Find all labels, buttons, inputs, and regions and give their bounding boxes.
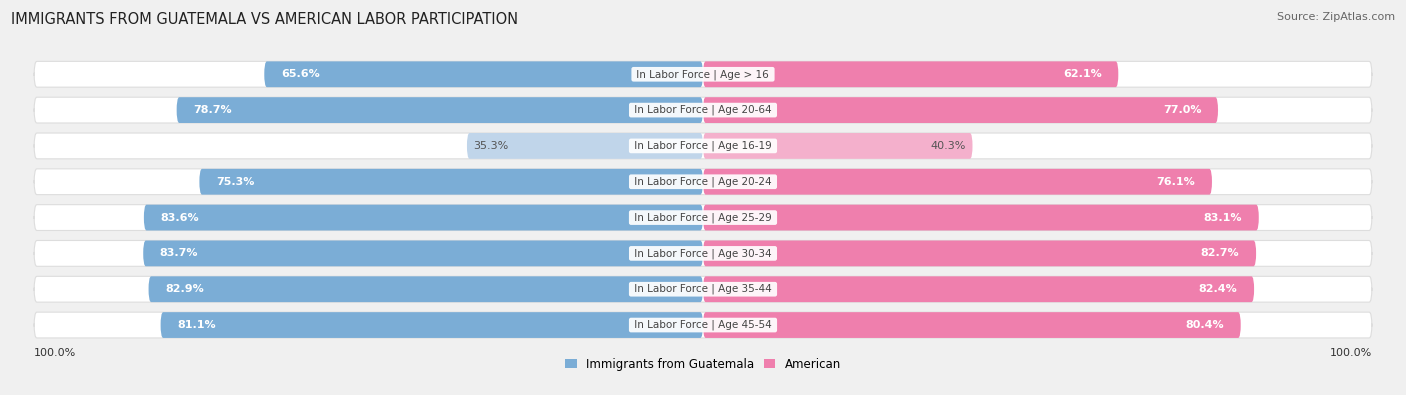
- Text: 40.3%: 40.3%: [931, 141, 966, 151]
- FancyBboxPatch shape: [703, 133, 973, 159]
- Text: In Labor Force | Age 16-19: In Labor Force | Age 16-19: [631, 141, 775, 151]
- FancyBboxPatch shape: [34, 133, 1372, 159]
- Text: Source: ZipAtlas.com: Source: ZipAtlas.com: [1277, 12, 1395, 22]
- Text: In Labor Force | Age 20-24: In Labor Force | Age 20-24: [631, 177, 775, 187]
- FancyBboxPatch shape: [703, 241, 1256, 266]
- FancyBboxPatch shape: [703, 276, 1254, 302]
- Text: 83.7%: 83.7%: [160, 248, 198, 258]
- Text: 82.7%: 82.7%: [1201, 248, 1240, 258]
- Text: 83.6%: 83.6%: [160, 213, 200, 222]
- FancyBboxPatch shape: [264, 61, 703, 87]
- FancyBboxPatch shape: [703, 312, 1240, 338]
- FancyBboxPatch shape: [34, 241, 1372, 266]
- FancyBboxPatch shape: [143, 241, 703, 266]
- Text: 77.0%: 77.0%: [1163, 105, 1201, 115]
- Text: 35.3%: 35.3%: [474, 141, 509, 151]
- Text: 65.6%: 65.6%: [281, 69, 319, 79]
- FancyBboxPatch shape: [200, 169, 703, 195]
- Text: 100.0%: 100.0%: [1330, 348, 1372, 358]
- FancyBboxPatch shape: [34, 97, 1372, 123]
- Text: In Labor Force | Age 25-29: In Labor Force | Age 25-29: [631, 213, 775, 223]
- FancyBboxPatch shape: [34, 276, 1372, 302]
- Text: 81.1%: 81.1%: [177, 320, 217, 330]
- Text: 76.1%: 76.1%: [1157, 177, 1195, 187]
- Text: 83.1%: 83.1%: [1204, 213, 1241, 222]
- Legend: Immigrants from Guatemala, American: Immigrants from Guatemala, American: [560, 354, 846, 376]
- FancyBboxPatch shape: [703, 169, 1212, 195]
- Text: In Labor Force | Age > 16: In Labor Force | Age > 16: [634, 69, 772, 79]
- FancyBboxPatch shape: [703, 97, 1218, 123]
- FancyBboxPatch shape: [149, 276, 703, 302]
- FancyBboxPatch shape: [34, 61, 1372, 87]
- FancyBboxPatch shape: [34, 169, 1372, 195]
- FancyBboxPatch shape: [177, 97, 703, 123]
- FancyBboxPatch shape: [467, 133, 703, 159]
- Text: 82.4%: 82.4%: [1199, 284, 1237, 294]
- FancyBboxPatch shape: [143, 205, 703, 230]
- Text: 80.4%: 80.4%: [1185, 320, 1225, 330]
- Text: 82.9%: 82.9%: [166, 284, 204, 294]
- Text: 62.1%: 62.1%: [1063, 69, 1102, 79]
- FancyBboxPatch shape: [703, 61, 1118, 87]
- Text: In Labor Force | Age 20-64: In Labor Force | Age 20-64: [631, 105, 775, 115]
- FancyBboxPatch shape: [703, 205, 1258, 230]
- Text: In Labor Force | Age 35-44: In Labor Force | Age 35-44: [631, 284, 775, 295]
- Text: 78.7%: 78.7%: [193, 105, 232, 115]
- Text: In Labor Force | Age 30-34: In Labor Force | Age 30-34: [631, 248, 775, 259]
- FancyBboxPatch shape: [160, 312, 703, 338]
- FancyBboxPatch shape: [34, 312, 1372, 338]
- Text: 100.0%: 100.0%: [34, 348, 76, 358]
- FancyBboxPatch shape: [34, 205, 1372, 230]
- Text: IMMIGRANTS FROM GUATEMALA VS AMERICAN LABOR PARTICIPATION: IMMIGRANTS FROM GUATEMALA VS AMERICAN LA…: [11, 12, 519, 27]
- Text: 75.3%: 75.3%: [217, 177, 254, 187]
- Text: In Labor Force | Age 45-54: In Labor Force | Age 45-54: [631, 320, 775, 330]
